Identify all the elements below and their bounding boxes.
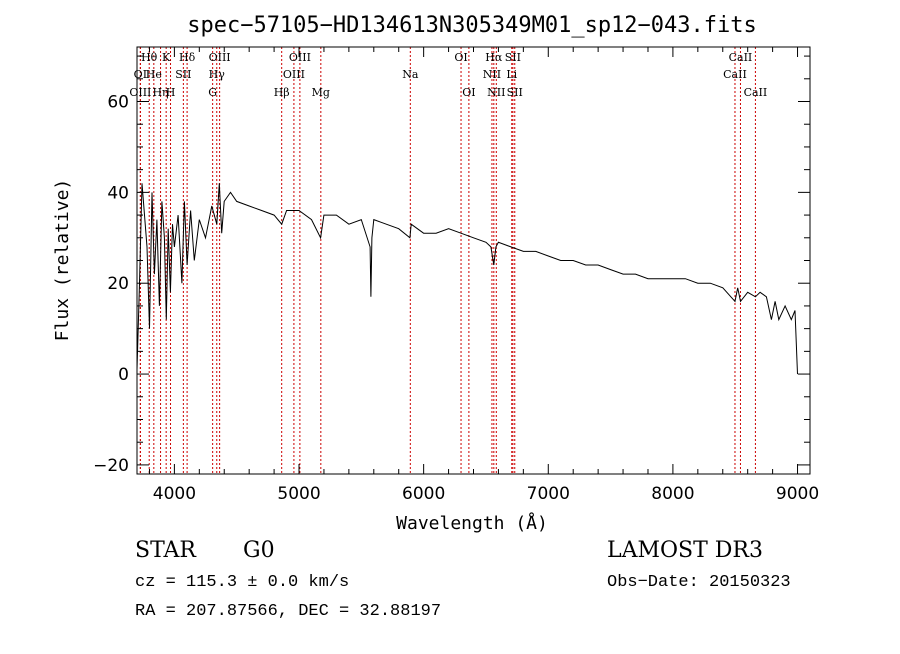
- spectral-line-labels: OI OIII Hθ He Hη K SII H Hδ OIII Hγ G Hβ OIII OIII Mg Na…: [129, 51, 767, 99]
- line-label: Mg: [312, 86, 330, 99]
- redshift-velocity: cz = 115.3 ± 0.0 km/s: [135, 573, 350, 592]
- x-tick-label: 4000: [153, 484, 196, 504]
- line-label: Hα: [485, 51, 503, 64]
- flux-series-line: [136, 183, 798, 375]
- line-label: SII: [175, 68, 191, 81]
- line-label: He: [146, 68, 162, 81]
- line-label: H: [166, 86, 176, 99]
- line-label: Na: [402, 68, 419, 81]
- line-label: Hβ: [274, 86, 290, 99]
- chart-title: spec−57105−HD134613N305349M01_sp12−043.f…: [187, 13, 757, 38]
- line-label: NII: [483, 68, 501, 81]
- x-tick-label: 8000: [651, 484, 694, 504]
- x-axis-ticks: 4000 5000 6000 7000 8000 9000: [148, 47, 819, 504]
- line-label: Li: [506, 68, 517, 81]
- coordinates: RA = 207.87566, DEC = 32.88197: [135, 602, 442, 621]
- y-tick-label: 20: [107, 274, 129, 294]
- spectral-line-markers: [139, 47, 756, 474]
- plot-frame: [136, 46, 811, 475]
- line-label: G: [208, 86, 217, 99]
- line-label: Hθ: [141, 51, 158, 64]
- line-label: Hδ: [179, 51, 196, 64]
- line-label: OIII: [209, 51, 231, 64]
- object-class: STAR: [135, 538, 196, 563]
- line-label: OIII: [283, 68, 305, 81]
- x-axis-label: Wavelength (Å): [396, 512, 548, 534]
- line-label: OI: [462, 86, 475, 99]
- line-label: CaII: [744, 86, 768, 99]
- x-tick-label: 6000: [402, 484, 445, 504]
- line-label: Hη: [152, 86, 168, 99]
- object-subclass: G0: [243, 538, 275, 563]
- line-label: OIII: [129, 86, 151, 99]
- line-label: CaII: [723, 68, 747, 81]
- line-label: SII: [505, 51, 521, 64]
- survey-name: LAMOST DR3: [607, 538, 763, 563]
- observation-date: Obs−Date: 20150323: [607, 573, 791, 592]
- y-tick-label: 40: [107, 183, 129, 203]
- line-label: Hγ: [209, 68, 226, 81]
- y-axis-ticks: −20 0 20 40 60: [93, 55, 810, 476]
- y-tick-label: 0: [118, 365, 129, 385]
- line-label: OIII: [289, 51, 311, 64]
- y-axis-label: Flux (relative): [52, 179, 73, 342]
- x-tick-label: 5000: [277, 484, 320, 504]
- y-tick-label: 60: [107, 93, 129, 113]
- line-label: K: [162, 51, 171, 64]
- y-tick-label: −20: [93, 456, 129, 476]
- x-tick-label: 9000: [776, 484, 819, 504]
- line-label: SII: [507, 86, 523, 99]
- line-label: NII: [487, 86, 505, 99]
- line-label: CaII: [729, 51, 753, 64]
- x-tick-label: 7000: [527, 484, 570, 504]
- line-label: OI: [454, 51, 467, 64]
